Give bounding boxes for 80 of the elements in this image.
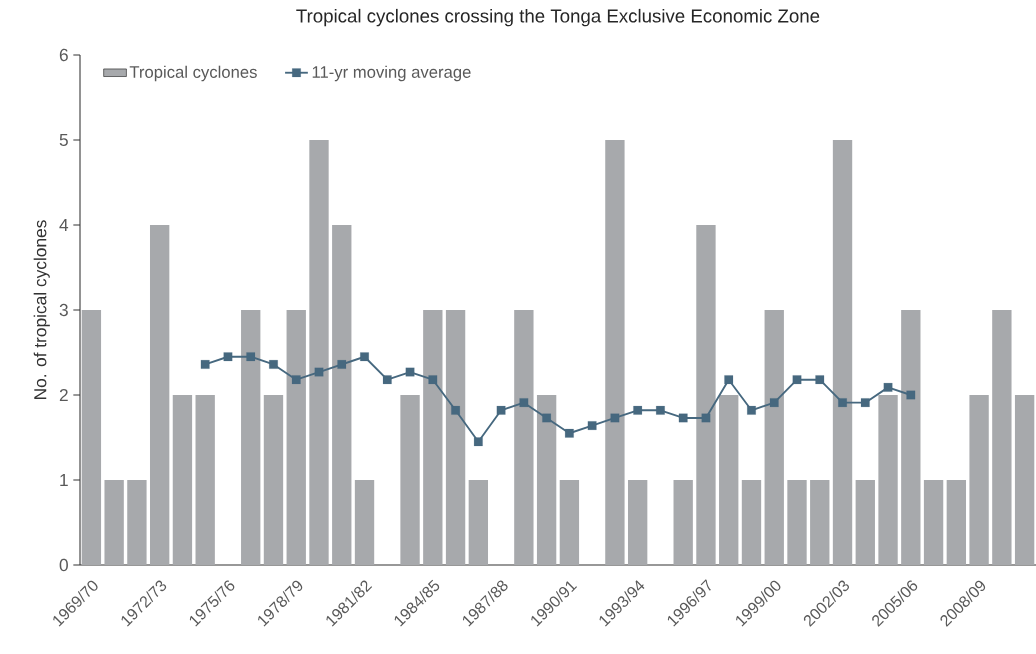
bar xyxy=(719,395,739,565)
chart-title: Tropical cyclones crossing the Tonga Exclusive Economic Zone xyxy=(296,8,820,27)
y-tick-label: 3 xyxy=(59,303,68,317)
bar xyxy=(127,480,147,565)
bar xyxy=(696,225,716,565)
bar xyxy=(969,395,989,565)
bar xyxy=(536,395,557,565)
point xyxy=(838,398,847,407)
point xyxy=(519,398,529,407)
point xyxy=(656,405,665,415)
point xyxy=(565,428,574,438)
point xyxy=(473,437,483,447)
y-axis-title: No. of tropical cyclones xyxy=(33,220,50,399)
bar xyxy=(810,480,830,565)
bar xyxy=(787,480,807,565)
point xyxy=(678,413,688,423)
point xyxy=(428,375,438,385)
y-tick-label: 0 xyxy=(59,558,68,572)
point xyxy=(269,360,278,369)
bar xyxy=(855,480,875,565)
legend-label: Tropical cyclones xyxy=(129,65,257,82)
legend-label: 11-yr moving average xyxy=(312,65,471,82)
y-tick-label: 4 xyxy=(59,219,69,231)
y-tick-label: 6 xyxy=(59,48,68,62)
bar xyxy=(309,140,329,565)
bar xyxy=(946,480,967,565)
bar xyxy=(400,395,420,565)
bar xyxy=(832,140,853,565)
point xyxy=(451,405,460,415)
point xyxy=(496,405,506,415)
point xyxy=(405,367,415,377)
point xyxy=(633,405,643,415)
point xyxy=(747,405,756,415)
point xyxy=(883,383,893,392)
point xyxy=(314,367,324,377)
bar xyxy=(172,395,193,565)
bar xyxy=(1014,395,1035,565)
point xyxy=(291,375,301,385)
point xyxy=(815,375,825,385)
point xyxy=(701,413,711,423)
bar xyxy=(286,310,306,565)
y-tick-label: 5 xyxy=(59,133,68,147)
point xyxy=(769,398,779,407)
point xyxy=(246,352,256,362)
bar xyxy=(992,310,1012,565)
point xyxy=(587,421,597,430)
bar xyxy=(605,140,625,565)
bar xyxy=(673,480,693,565)
bar xyxy=(901,310,921,565)
point xyxy=(610,413,620,423)
bar xyxy=(332,225,352,565)
point xyxy=(792,375,802,385)
bar xyxy=(423,310,443,565)
bar xyxy=(514,310,534,565)
bar xyxy=(104,480,124,565)
point xyxy=(542,413,551,423)
bar xyxy=(354,480,375,565)
bar xyxy=(559,480,580,565)
point xyxy=(200,360,210,369)
point xyxy=(223,352,233,362)
y-tick-label: 2 xyxy=(59,388,68,402)
point xyxy=(337,360,347,369)
bar xyxy=(741,480,762,565)
bar xyxy=(445,310,466,565)
bar xyxy=(627,480,648,565)
bar xyxy=(195,395,215,565)
point xyxy=(860,398,870,407)
point xyxy=(724,375,734,385)
bar xyxy=(81,310,102,565)
y-tick-label: 1 xyxy=(60,474,68,486)
bar xyxy=(878,395,898,565)
point xyxy=(382,375,392,385)
bar xyxy=(149,225,170,565)
bar xyxy=(468,480,489,565)
bar xyxy=(764,310,784,565)
point xyxy=(360,352,369,362)
point xyxy=(906,390,916,400)
bar xyxy=(241,310,261,565)
bar xyxy=(263,395,284,565)
bar xyxy=(923,480,944,565)
